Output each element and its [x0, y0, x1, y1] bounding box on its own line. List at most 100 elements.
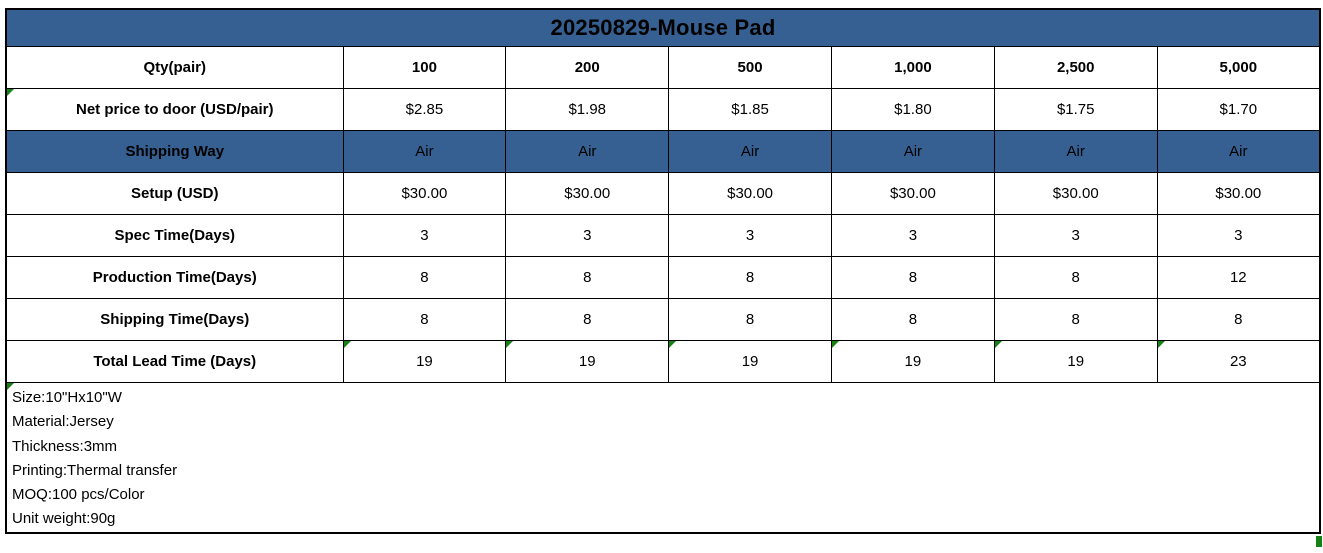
value-cell-text: 3 [420, 227, 429, 244]
value-cell[interactable]: 19 [668, 340, 832, 383]
value-cell[interactable]: 8 [505, 298, 670, 341]
table-row: Net price to door (USD/pair) $2.85 $1.98 $1… [5, 88, 1321, 131]
value-cell[interactable]: 8 [830, 298, 995, 341]
value-cell[interactable]: 8 [993, 298, 1158, 341]
row-label-cell[interactable]: Shipping Way [5, 130, 344, 173]
row-label-cell-text: Total Lead Time (Days) [93, 353, 257, 370]
value-cell[interactable]: 3 [342, 214, 507, 257]
value-cell-text: $30.00 [1052, 185, 1099, 202]
qty-header-row: Qty(pair) 100 200 500 1,000 2,500 5,000 [5, 46, 1321, 89]
row-label-cell-text: Shipping Time(Days) [100, 311, 250, 328]
row-label-cell[interactable]: Production Time(Days) [5, 256, 344, 299]
value-cell[interactable]: 19 [830, 340, 995, 383]
value-cell[interactable]: $30.00 [830, 172, 995, 215]
value-cell[interactable]: 8 [668, 298, 832, 341]
value-cell[interactable]: 8 [342, 256, 507, 299]
value-cell[interactable]: 8 [342, 298, 507, 341]
error-flag-icon [7, 383, 14, 390]
value-cell-text: 8 [908, 311, 918, 328]
qty-header-cell-text: 2,500 [1056, 59, 1095, 76]
table-row: Shipping Way Air Air Air Air Air Air [5, 130, 1321, 173]
value-cell[interactable]: 3 [993, 214, 1158, 257]
value-cell-text: 3 [1234, 227, 1243, 244]
error-flag-icon [831, 341, 839, 348]
qty-header-cell[interactable]: 2,500 [993, 46, 1158, 89]
table-row: Setup (USD) $30.00 $30.00 $30.00 $30.00 $30.0… [5, 172, 1321, 215]
row-label-cell[interactable]: Setup (USD) [5, 172, 344, 215]
value-cell[interactable]: 19 [342, 340, 507, 383]
qty-header-cell[interactable]: 5,000 [1156, 46, 1321, 89]
value-cell[interactable]: 8 [993, 256, 1158, 299]
value-cell[interactable]: 23 [1156, 340, 1321, 383]
value-cell-text: Air [903, 143, 923, 160]
note-line: Printing:Thermal transfer [12, 461, 178, 479]
value-cell[interactable]: 3 [1156, 214, 1321, 257]
note-line: Unit weight:90g [12, 510, 116, 528]
note-line: Material:Jersey [12, 413, 114, 431]
value-cell[interactable]: 3 [668, 214, 832, 257]
row-label-cell[interactable]: Total Lead Time (Days) [5, 340, 344, 383]
value-cell[interactable]: Air [830, 130, 995, 173]
value-cell[interactable]: 8 [505, 256, 670, 299]
qty-header-cell[interactable]: 100 [342, 46, 507, 89]
notes-cell[interactable]: Size:10"Hx10"W Material:Jersey Thickness:3… [5, 382, 1321, 534]
value-cell-text: 12 [1229, 269, 1247, 286]
value-cell-text: Air [578, 143, 597, 160]
value-cell-text: 3 [1071, 227, 1080, 244]
value-cell[interactable]: $1.75 [993, 88, 1158, 131]
value-cell[interactable]: $30.00 [505, 172, 670, 215]
title-row: 20250829-Mouse Pad [5, 8, 1321, 47]
quote-table: 20250829-Mouse Pad Qty(pair) 100 200 500 1,0… [5, 8, 1321, 534]
row-label-cell[interactable]: Spec Time(Days) [5, 214, 344, 257]
qty-header-cell[interactable]: 500 [668, 46, 832, 89]
row-label-cell-text: Net price to door (USD/pair) [75, 101, 274, 118]
value-cell-text: 8 [745, 311, 755, 328]
qty-header-cell[interactable]: 200 [505, 46, 670, 89]
value-cell[interactable]: 19 [505, 340, 670, 383]
note-line: MOQ:100 pcs/Color [12, 486, 145, 504]
value-cell-text: $1.80 [894, 101, 932, 118]
value-cell-text: Air [1229, 143, 1248, 160]
value-cell[interactable]: 8 [668, 256, 832, 299]
value-cell-text: 19 [904, 353, 922, 370]
value-cell[interactable]: 12 [1156, 256, 1321, 299]
row-label-cell-text: Production Time(Days) [92, 269, 257, 286]
value-cell-text: $1.85 [731, 101, 769, 118]
qty-header-cell-text: 500 [737, 59, 763, 76]
value-cell[interactable]: 3 [830, 214, 995, 257]
value-cell-text: Air [740, 143, 760, 160]
value-cell[interactable]: $1.80 [830, 88, 995, 131]
value-cell[interactable]: Air [342, 130, 507, 173]
qty-header-cell-text: 200 [574, 59, 600, 76]
row-label-cell[interactable]: Net price to door (USD/pair) [5, 88, 344, 131]
selection-fill-handle[interactable] [1316, 536, 1322, 547]
value-cell[interactable]: Air [668, 130, 832, 173]
value-cell-text: 8 [583, 269, 592, 286]
value-cell[interactable]: $30.00 [668, 172, 832, 215]
qty-header-cell[interactable]: 1,000 [830, 46, 995, 89]
value-cell[interactable]: Air [505, 130, 670, 173]
table-row: Production Time(Days) 8 8 8 8 8 12 [5, 256, 1321, 299]
quote-sheet: 20250829-Mouse Pad Qty(pair) 100 200 500 1,0… [5, 8, 1321, 534]
value-cell-text: $1.75 [1056, 101, 1095, 118]
value-cell[interactable]: $2.85 [342, 88, 507, 131]
error-flag-icon [506, 341, 514, 348]
value-cell[interactable]: 3 [505, 214, 670, 257]
value-cell[interactable]: $30.00 [1156, 172, 1321, 215]
value-cell[interactable]: Air [1156, 130, 1321, 173]
value-cell[interactable]: 8 [1156, 298, 1321, 341]
error-flag-icon [343, 341, 351, 348]
value-cell[interactable]: $1.70 [1156, 88, 1321, 131]
value-cell[interactable]: Air [993, 130, 1158, 173]
sheet-title-cell[interactable]: 20250829-Mouse Pad [5, 8, 1321, 47]
qty-header-label[interactable]: Qty(pair) [5, 46, 344, 89]
value-cell[interactable]: 8 [830, 256, 995, 299]
value-cell[interactable]: $30.00 [342, 172, 507, 215]
value-cell-text: 19 [578, 353, 596, 370]
row-label-cell-text: Shipping Way [125, 143, 225, 160]
value-cell[interactable]: $30.00 [993, 172, 1158, 215]
value-cell[interactable]: 19 [993, 340, 1158, 383]
value-cell[interactable]: $1.85 [668, 88, 832, 131]
value-cell[interactable]: $1.98 [505, 88, 670, 131]
row-label-cell[interactable]: Shipping Time(Days) [5, 298, 344, 341]
